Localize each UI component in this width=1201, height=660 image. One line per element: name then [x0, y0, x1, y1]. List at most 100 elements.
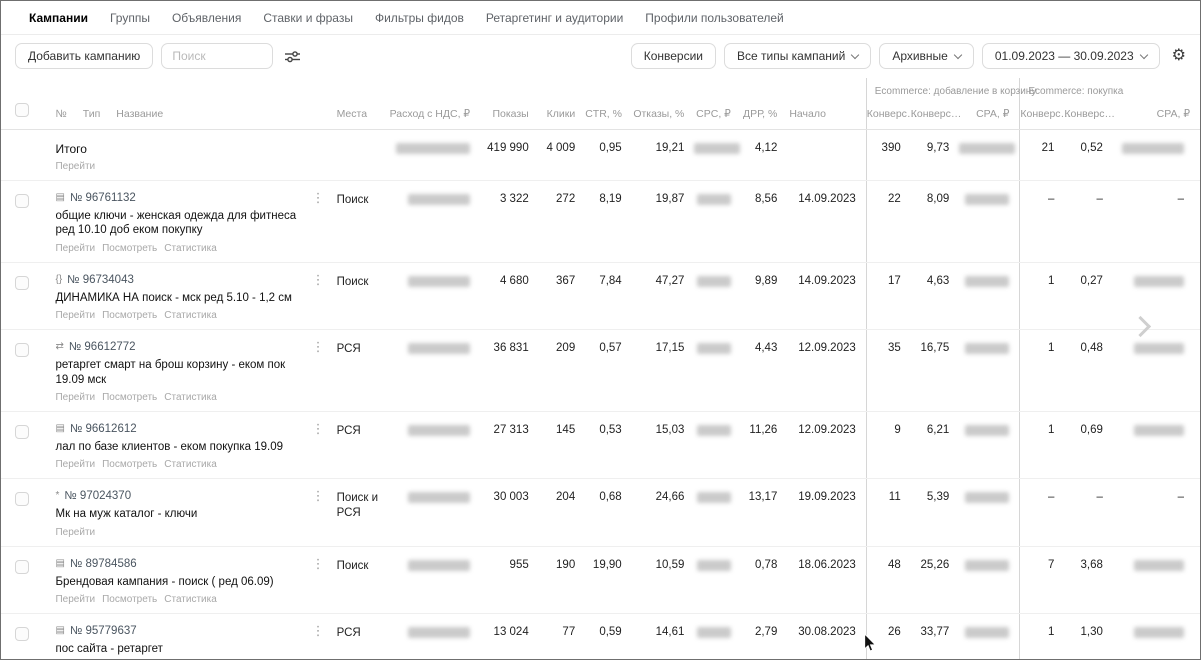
- campaign-number-link[interactable]: № 89784586: [69, 557, 137, 570]
- tab-user-profiles[interactable]: Профили пользователей: [645, 11, 784, 25]
- add-campaign-button[interactable]: Добавить кампанию: [15, 43, 154, 69]
- row-action-link[interactable]: Посмотреть: [102, 310, 158, 322]
- campaign-number-link[interactable]: № 96761132: [69, 192, 136, 204]
- cell-cpa1: [959, 262, 1020, 331]
- tab-campaigns[interactable]: Кампании: [29, 11, 88, 25]
- column-header-ctr[interactable]: CTR, %: [585, 99, 632, 130]
- campaign-type-filter[interactable]: Все типы кампаний: [724, 43, 872, 69]
- row-checkbox[interactable]: [15, 492, 29, 507]
- row-checkbox[interactable]: [15, 275, 29, 290]
- row-action-link[interactable]: Посмотреть: [102, 459, 158, 471]
- campaign-name-cell: Итого Перейти: [47, 129, 335, 181]
- table-row: ▤№ 95779637⋮пос сайта - ретаргетПерейтиП…: [1, 613, 1200, 659]
- column-header-places[interactable]: Места: [334, 99, 388, 130]
- campaign-number-link[interactable]: № 95779637: [69, 625, 137, 637]
- kebab-menu-icon[interactable]: ⋮: [311, 190, 325, 205]
- cell-cpa1: [959, 329, 1020, 412]
- campaign-name: лал по базе клиентов - еком покупка 19.0…: [55, 440, 284, 453]
- column-header-shows[interactable]: Показы: [480, 99, 539, 130]
- blurred-value: [408, 424, 471, 436]
- campaign-number-link[interactable]: № 96612612: [69, 422, 137, 435]
- kebab-menu-icon[interactable]: ⋮: [311, 623, 325, 638]
- toolbar: Добавить кампанию Конверсии Все типы кам…: [1, 35, 1200, 78]
- tab-groups[interactable]: Группы: [109, 11, 150, 25]
- row-action-link[interactable]: Перейти: [55, 459, 96, 471]
- row-action-link[interactable]: Статистика: [164, 391, 217, 403]
- blurred-value: [408, 492, 471, 504]
- campaign-number-link[interactable]: № 96612772: [68, 341, 136, 354]
- gear-icon[interactable]: ⚙: [1171, 47, 1186, 64]
- campaign-number-link[interactable]: № 97024370: [64, 490, 132, 503]
- blurred-value: [965, 194, 1010, 205]
- cell-bounce: 19,87: [631, 180, 695, 263]
- row-action-link[interactable]: Перейти: [55, 391, 96, 403]
- cell-conv1: 48: [865, 546, 911, 615]
- row-action-links: Перейти Посмотреть Статистика: [55, 309, 328, 321]
- column-header-cart-cpa[interactable]: CPA, ₽: [959, 99, 1020, 130]
- tab-feed-filters[interactable]: Фильтры фидов: [374, 11, 464, 25]
- search-input[interactable]: [161, 43, 274, 69]
- row-action-link[interactable]: Посмотреть: [102, 242, 158, 254]
- column-header-purchase-conversions[interactable]: Конверс…: [1019, 99, 1071, 130]
- cell-conv2: 1: [1019, 262, 1065, 331]
- row-checkbox[interactable]: [15, 559, 29, 574]
- campaign-number-link[interactable]: № 96734043: [67, 273, 134, 286]
- campaign-name-cell: ▤№ 95779637⋮пос сайта - ретаргетПерейтиП…: [47, 613, 335, 659]
- row-action-link[interactable]: Перейти: [55, 594, 96, 605]
- row-action-link[interactable]: Перейти: [55, 242, 96, 254]
- cell-conv1: 35: [865, 329, 911, 412]
- row-action-link[interactable]: Посмотреть: [102, 594, 158, 605]
- column-header-start[interactable]: Начало: [787, 99, 867, 130]
- row-action-link[interactable]: Перейти: [55, 526, 96, 538]
- archive-filter[interactable]: Архивные: [879, 43, 974, 69]
- date-range-picker[interactable]: 01.09.2023 — 30.09.2023: [981, 43, 1160, 69]
- row-action-link[interactable]: Статистика: [164, 242, 217, 254]
- tab-ads[interactable]: Объявления: [171, 11, 242, 25]
- column-header-cart-conversions[interactable]: Конверс…: [865, 99, 917, 130]
- row-checkbox-cell: [1, 613, 48, 659]
- kebab-menu-icon[interactable]: ⋮: [311, 339, 325, 355]
- row-action-links: Перейти Посмотреть Статистика: [55, 391, 328, 403]
- blurred-value: [696, 627, 731, 638]
- kebab-menu-icon[interactable]: ⋮: [311, 555, 325, 571]
- column-header-drr[interactable]: ДРР, %: [740, 99, 788, 130]
- row-checkbox-cell: [1, 180, 48, 263]
- kebab-menu-icon[interactable]: ⋮: [311, 488, 325, 504]
- kebab-menu-icon[interactable]: ⋮: [311, 271, 325, 287]
- cell-cpa1: [959, 478, 1020, 547]
- column-header-purchase-cpa[interactable]: CPA, ₽: [1112, 99, 1200, 130]
- blurred-value: [965, 275, 1010, 287]
- column-header-bounce[interactable]: Отказы, %: [631, 99, 695, 130]
- row-action-link[interactable]: Статистика: [164, 459, 217, 471]
- row-action-links: Перейти: [55, 526, 328, 538]
- column-header-cpc[interactable]: CPC, ₽: [694, 99, 741, 130]
- row-checkbox[interactable]: [15, 627, 29, 641]
- kebab-menu-icon[interactable]: ⋮: [311, 420, 325, 436]
- row-action-link[interactable]: Статистика: [164, 310, 217, 322]
- row-action-link[interactable]: Перейти: [55, 161, 96, 172]
- cell-ctr: 0,95: [585, 129, 632, 181]
- row-action-link[interactable]: Посмотреть: [102, 391, 158, 403]
- select-all-checkbox[interactable]: [15, 103, 29, 117]
- table-row: ▤ № 96612612 ⋮ лал по базе клиентов - еком …: [1, 411, 1200, 480]
- column-header-purchase-conversion-rate[interactable]: Конверс…: [1064, 99, 1115, 130]
- column-header-clicks[interactable]: Клики: [538, 99, 586, 130]
- tab-bids-and-phrases[interactable]: Ставки и фразы: [263, 11, 353, 25]
- row-checkbox-cell: [1, 329, 48, 412]
- row-checkbox[interactable]: [15, 424, 29, 439]
- row-action-link[interactable]: Статистика: [164, 594, 217, 605]
- cell-cpa2: [1112, 546, 1200, 615]
- conversions-button[interactable]: Конверсии: [630, 43, 716, 69]
- tab-retargeting-audiences[interactable]: Ретаргетинг и аудитории: [485, 11, 624, 25]
- row-checkbox[interactable]: [15, 343, 29, 358]
- row-action-link[interactable]: Перейти: [55, 310, 96, 322]
- cell-drr: 0,78: [740, 546, 788, 615]
- column-header-cart-conversion-rate[interactable]: Конверс…: [910, 99, 961, 130]
- cell-spend: [387, 129, 481, 181]
- cell-convr2: 0,48: [1064, 329, 1113, 412]
- column-header-name[interactable]: № Тип Название: [47, 99, 335, 130]
- column-header-spend[interactable]: Расход с НДС, ₽: [387, 99, 481, 130]
- blurred-value: [396, 143, 471, 154]
- row-checkbox[interactable]: [15, 194, 29, 208]
- filter-sliders-icon[interactable]: [281, 45, 305, 67]
